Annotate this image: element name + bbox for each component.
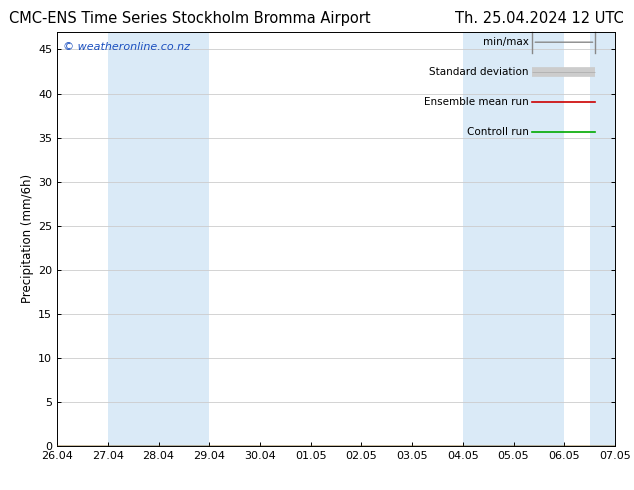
Text: min/max: min/max — [482, 37, 529, 47]
Bar — [590, 32, 615, 446]
Text: © weatheronline.co.nz: © weatheronline.co.nz — [63, 42, 190, 52]
Text: Controll run: Controll run — [467, 126, 529, 137]
Bar — [108, 32, 209, 446]
Bar — [463, 32, 564, 446]
Text: Ensemble mean run: Ensemble mean run — [424, 97, 529, 107]
Text: Th. 25.04.2024 12 UTC: Th. 25.04.2024 12 UTC — [455, 11, 623, 26]
Text: CMC-ENS Time Series Stockholm Bromma Airport: CMC-ENS Time Series Stockholm Bromma Air… — [10, 11, 371, 26]
Text: Standard deviation: Standard deviation — [429, 67, 529, 77]
Y-axis label: Precipitation (mm/6h): Precipitation (mm/6h) — [21, 174, 34, 303]
